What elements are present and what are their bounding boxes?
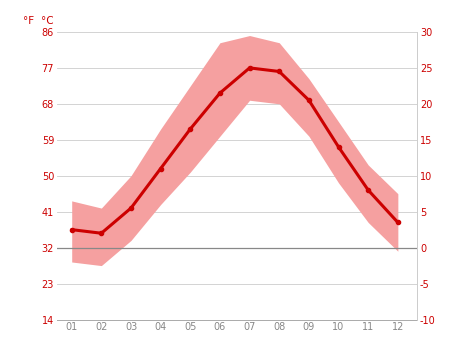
Text: °F: °F [23, 16, 34, 26]
Text: °C: °C [41, 16, 53, 26]
